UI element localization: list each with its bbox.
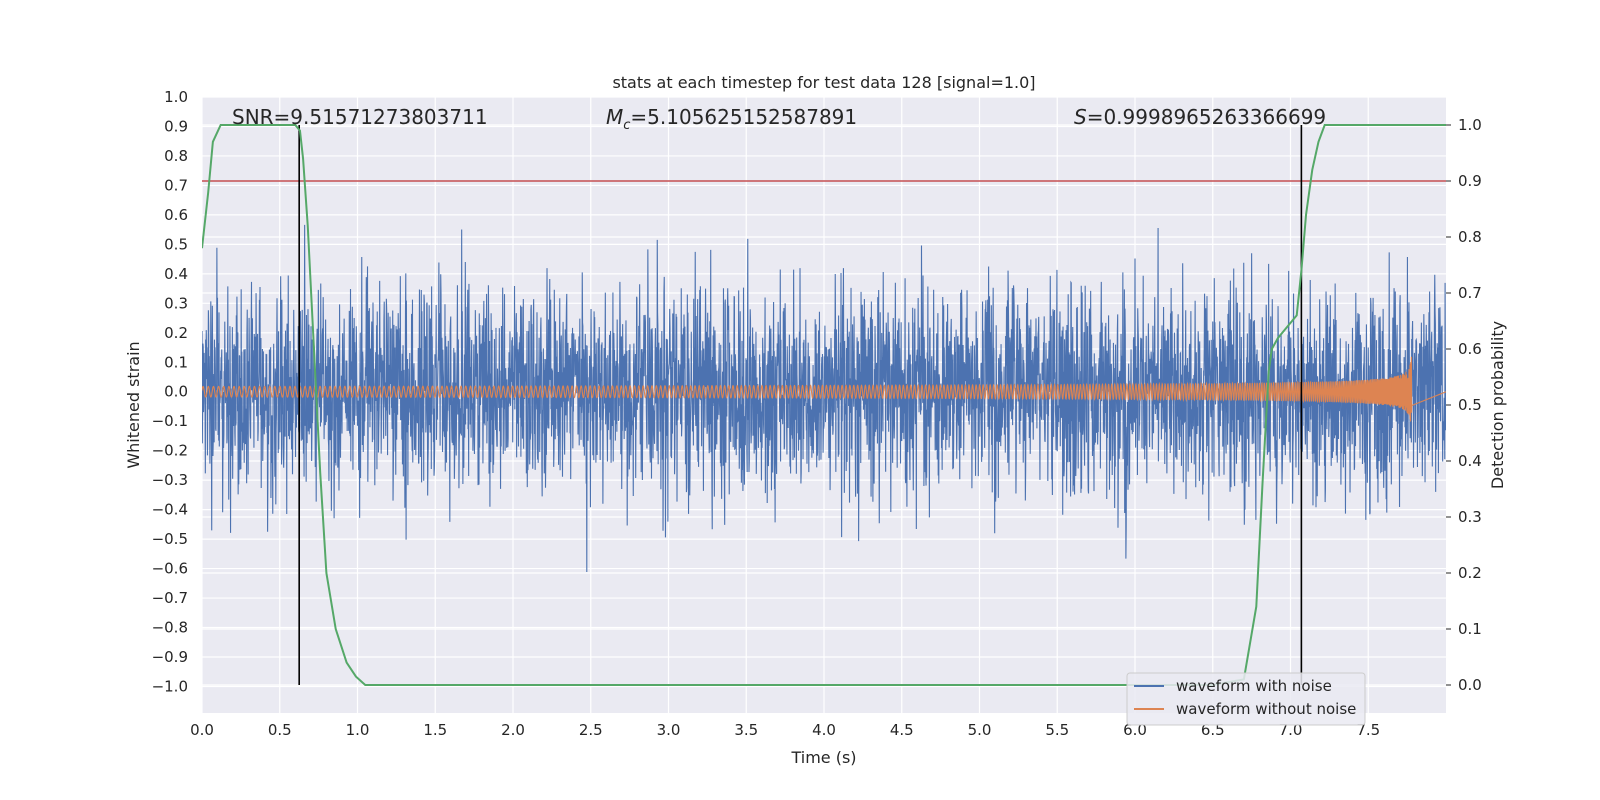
y-right-tick-label: 0.1 — [1458, 620, 1482, 638]
x-tick-label: 0.5 — [268, 721, 292, 739]
x-tick-label: 5.5 — [1045, 721, 1069, 739]
x-tick-label: 4.5 — [890, 721, 914, 739]
y-tick-label: −0.8 — [152, 619, 188, 637]
y-tick-label: 0.8 — [164, 147, 188, 165]
y-right-tick-label: 0.7 — [1458, 284, 1482, 302]
chirp-mass-annotation: Mc=5.105625152587891 — [606, 105, 857, 133]
x-tick-label: 1.0 — [346, 721, 370, 739]
y-tick-label: 1.0 — [164, 88, 188, 106]
snr-annotation: SNR=9.51571273803711 — [232, 105, 488, 129]
x-tick-label: 1.5 — [423, 721, 447, 739]
x-tick-label: 7.5 — [1356, 721, 1380, 739]
y-tick-label: 0.1 — [164, 353, 188, 371]
legend-box — [1126, 672, 1366, 726]
x-tick-label: 2.5 — [579, 721, 603, 739]
y-tick-label: −0.4 — [152, 501, 188, 519]
y-right-tick-label: 0.5 — [1458, 396, 1482, 414]
y-tick-label: −0.7 — [152, 589, 188, 607]
y-tick-label: 0.4 — [164, 265, 188, 283]
y-axis-right-label: Detection probability — [1488, 321, 1507, 489]
y-tick-label: −0.6 — [152, 560, 188, 578]
legend-label-clean: waveform without noise — [1176, 700, 1356, 718]
series-layer — [202, 124, 1446, 686]
y-axis-right: 1.0 0.9 0.8 0.7 0.6 0.5 0.4 0.3 0.2 0.1 0.0 — [1446, 116, 1482, 694]
x-tick-label: 3.0 — [657, 721, 681, 739]
y-tick-label: 0.5 — [164, 235, 188, 253]
y-right-tick-label: 0.9 — [1458, 172, 1482, 190]
x-tick-label: 5.0 — [968, 721, 992, 739]
y-axis-left: 1.0 0.9 0.8 0.7 0.6 0.5 0.4 0.3 0.2 0.1 0.0 −0.1 −0.… — [152, 88, 188, 695]
y-tick-label: 0.6 — [164, 206, 188, 224]
series-waveform-with-noise — [202, 224, 1446, 572]
legend-label-noise: waveform with noise — [1176, 677, 1332, 695]
plot-area — [202, 124, 1446, 686]
series-waveform-without-noise — [202, 356, 1446, 422]
x-tick-label: 4.0 — [812, 721, 836, 739]
x-tick-label: 0.0 — [190, 721, 214, 739]
x-tick-label: 2.0 — [501, 721, 525, 739]
y-right-tick-label: 0.0 — [1458, 676, 1482, 694]
y-tick-label: −0.5 — [152, 530, 188, 548]
y-tick-label: 0.0 — [164, 383, 188, 401]
y-tick-label: −0.9 — [152, 648, 188, 666]
y-tick-label: −1.0 — [152, 677, 188, 695]
y-tick-label: 0.2 — [164, 324, 188, 342]
y-right-tick-label: 0.4 — [1458, 452, 1482, 470]
y-right-tick-label: 0.3 — [1458, 508, 1482, 526]
y-tick-label: −0.1 — [152, 412, 188, 430]
s-annotation: S=0.9998965263366699 — [1074, 105, 1326, 129]
series-detection-probability — [202, 124, 1446, 686]
y-right-tick-label: 1.0 — [1458, 116, 1482, 134]
y-axis-label: Whitened strain — [124, 341, 143, 468]
y-right-tick-label: 0.2 — [1458, 564, 1482, 582]
x-axis-label: Time (s) — [790, 748, 856, 767]
legend: waveform with noise waveform without noi… — [1126, 672, 1366, 726]
y-right-tick-label: 0.8 — [1458, 228, 1482, 246]
y-tick-label: 0.3 — [164, 294, 188, 312]
y-tick-label: 0.7 — [164, 176, 188, 194]
y-tick-label: −0.2 — [152, 442, 188, 460]
y-right-tick-label: 0.6 — [1458, 340, 1482, 358]
chart-title: stats at each timestep for test data 128… — [612, 73, 1035, 92]
y-tick-label: −0.3 — [152, 471, 188, 489]
x-tick-label: 3.5 — [734, 721, 758, 739]
x-axis: 0.0 0.5 1.0 1.5 2.0 2.5 3.0 3.5 4.0 4.5 5.0 5.5 6.0 6… — [190, 721, 1380, 739]
y-tick-label: 0.9 — [164, 117, 188, 135]
